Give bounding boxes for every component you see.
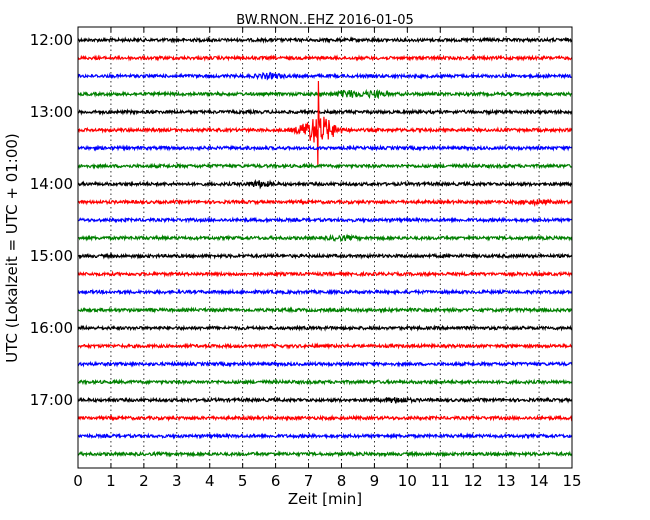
ticks: 0 1 2 3 4 5 6 7 8 9 10 11 12 13 14 1512:0013:0014:0015:… [30,27,582,490]
grid [110,27,540,468]
trace-1515 [77,270,573,278]
x-tick-label: 4 [205,472,215,490]
chart-title: BW.RNON..EHZ 2016-01-05 [236,13,414,28]
trace-1330 [77,144,573,152]
x-tick-label: 1 [106,472,116,490]
x-tick-label: 5 [238,472,248,490]
trace-1715 [77,414,573,422]
x-tick-label: 8 [337,472,347,490]
x-tick-label: 12 [464,472,483,490]
trace-1600 [77,324,573,332]
y-axis-label: UTC (Lokalzeit = UTC + 01:00) [3,133,21,363]
trace-1730 [77,432,573,440]
y-tick-label: 15:00 [30,247,73,265]
x-axis-label: Zeit [min] [288,490,362,508]
trace-1245 [77,88,573,100]
trace-1415 [77,198,573,207]
x-tick-label: 10 [398,472,417,490]
trace-1530 [77,288,573,296]
trace-1215 [77,54,573,62]
trace-1700 [77,396,573,405]
trace-1545 [77,306,573,314]
y-tick-label: 12:00 [30,31,73,49]
x-tick-label: 14 [530,472,549,490]
y-tick-label: 14:00 [30,175,73,193]
trace-1300 [77,108,573,116]
y-tick-label: 13:00 [30,103,73,121]
trace-1315 [77,81,573,167]
trace-1200 [77,36,573,44]
x-tick-label: 2 [139,472,149,490]
traces [77,36,573,458]
trace-1345 [77,162,573,170]
x-tick-label: 3 [172,472,182,490]
trace-1400 [77,179,573,190]
trace-1430 [77,216,573,224]
trace-1500 [77,252,573,260]
trace-1630 [77,360,573,368]
y-tick-label: 17:00 [30,391,73,409]
trace-1615 [77,342,573,350]
trace-1745 [77,450,573,458]
x-tick-label: 0 [73,472,83,490]
trace-1445 [77,233,573,243]
x-tick-label: 6 [271,472,281,490]
x-tick-label: 15 [562,472,581,490]
plot-frame [77,26,573,469]
trace-1645 [77,378,573,386]
x-tick-label: 11 [431,472,450,490]
x-tick-label: 13 [497,472,516,490]
x-tick-label: 9 [370,472,380,490]
x-tick-label: 7 [304,472,314,490]
trace-1230 [77,71,573,81]
y-tick-label: 16:00 [30,319,73,337]
